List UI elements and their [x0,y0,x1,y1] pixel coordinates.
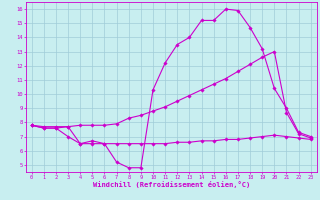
X-axis label: Windchill (Refroidissement éolien,°C): Windchill (Refroidissement éolien,°C) [92,181,250,188]
